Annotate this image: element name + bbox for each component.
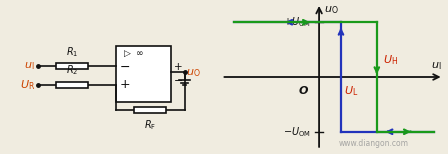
Text: $R_1$: $R_1$ <box>66 45 78 59</box>
Text: $u_\mathrm{I}$: $u_\mathrm{I}$ <box>25 60 35 72</box>
Text: $\triangleright\ \ \infty$: $\triangleright\ \ \infty$ <box>124 49 145 59</box>
Text: $R_\mathrm{F}$: $R_\mathrm{F}$ <box>144 118 156 132</box>
Bar <box>134 107 166 113</box>
Text: $+U_{\mathrm{OM}}$: $+U_{\mathrm{OM}}$ <box>283 15 311 29</box>
Bar <box>56 82 88 88</box>
Text: $\boldsymbol{O}$: $\boldsymbol{O}$ <box>298 84 309 96</box>
Bar <box>116 46 171 102</box>
Text: $\boldsymbol{U_\mathrm{L}}$: $\boldsymbol{U_\mathrm{L}}$ <box>344 84 358 98</box>
Text: $+$: $+$ <box>119 78 130 91</box>
Text: www.diangon.com: www.diangon.com <box>339 139 409 148</box>
Text: $-U_{\mathrm{OM}}$: $-U_{\mathrm{OM}}$ <box>283 125 311 139</box>
Text: $\boldsymbol{U_\mathrm{H}}$: $\boldsymbol{U_\mathrm{H}}$ <box>383 54 398 67</box>
Text: $-$: $-$ <box>172 74 183 84</box>
Text: $R_2$: $R_2$ <box>66 63 78 77</box>
Text: $\boldsymbol{u_\mathrm{O}}$: $\boldsymbol{u_\mathrm{O}}$ <box>324 4 339 16</box>
Text: $-$: $-$ <box>119 60 130 73</box>
Text: $U_\mathrm{R}$: $U_\mathrm{R}$ <box>20 78 35 92</box>
Bar <box>56 63 88 69</box>
Text: $\boldsymbol{u_\mathrm{I}}$: $\boldsymbol{u_\mathrm{I}}$ <box>431 60 442 71</box>
Text: $+$: $+$ <box>172 61 182 73</box>
Text: $u_\mathrm{O}$: $u_\mathrm{O}$ <box>186 67 201 79</box>
